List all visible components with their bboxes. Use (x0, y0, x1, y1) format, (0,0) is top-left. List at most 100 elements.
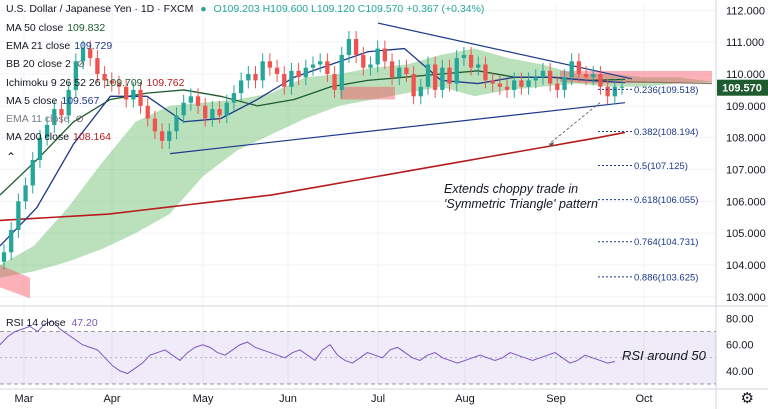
candle-body (131, 89, 136, 100)
candle-body (296, 70, 301, 78)
fibonacci-levels: 0.236(109.518) 0.382(108.194) 0.5(107.125)… (548, 85, 698, 283)
candle-body (425, 64, 431, 87)
candle-body (569, 61, 574, 78)
candle-body (109, 80, 114, 84)
candle-body (253, 74, 258, 81)
candle-body (533, 77, 538, 81)
candle-body (44, 124, 50, 138)
candle-body (95, 58, 100, 75)
fib-level-label: 0.886(103.625) (634, 272, 698, 283)
candle-body (389, 61, 395, 78)
candle-body (16, 201, 21, 230)
candle-body (547, 70, 553, 84)
candle-body (246, 74, 251, 81)
candle-body (260, 61, 265, 81)
fib-level-label: 0.618(106.055) (634, 195, 698, 206)
legend-value: 109.567 (61, 95, 100, 107)
legend-ma50[interactable]: MA 50 close 109.832 (6, 22, 105, 34)
hidden-eye-icon[interactable]: ⊘ (76, 59, 86, 70)
candle-body (397, 67, 402, 78)
candles (1, 31, 625, 270)
annotation-main-line2: 'Symmetric Triangle' pattern (444, 197, 598, 211)
legend-value: 109.832 (67, 22, 106, 34)
candle-body (59, 109, 64, 116)
legend-ema11[interactable]: EMA 11 close ⊘ (6, 113, 84, 125)
candle-body (167, 131, 172, 141)
candle-body (274, 67, 280, 75)
legend-label: MA 50 close (6, 22, 64, 34)
candle-body (433, 64, 438, 90)
legend-label: BB 20 close 2 (6, 58, 71, 70)
candle-body (224, 102, 229, 116)
triangle-lower-trendline (169, 102, 626, 155)
x-tick-label: Sep (546, 393, 566, 405)
collapse-legend-icon[interactable]: ⌃ (6, 150, 17, 164)
fib-level-label: 0.236(109.518) (634, 85, 698, 96)
x-tick-label: May (193, 393, 214, 405)
candle-body (174, 115, 179, 132)
candle-body (447, 67, 452, 84)
rsi-legend[interactable]: RSI 14 close 47.20 (6, 317, 98, 329)
candle-body (66, 89, 71, 116)
candle-body (152, 118, 158, 132)
y-tick-label: 112.000 (726, 5, 765, 17)
legend-ema21[interactable]: EMA 21 close 109.729 (6, 40, 112, 52)
candle-body (203, 105, 208, 119)
candle-body (598, 74, 603, 87)
y-tick-label: 106.000 (726, 196, 766, 208)
y-tick-label: 109.000 (726, 101, 766, 113)
rsi-panel: 80.00 60.00 40.00 (0, 314, 754, 385)
x-tick-label: Aug (455, 393, 475, 405)
candle-body (238, 80, 244, 94)
legend-ichimoku[interactable]: Ichimoku 9 26 52 26 109.709 109.762 (6, 77, 185, 89)
candle-body (440, 67, 445, 90)
cloud-red-area (0, 264, 30, 299)
candle-body (619, 86, 625, 88)
candle-body (124, 86, 129, 100)
candle-body (562, 77, 567, 90)
candle-body (217, 109, 222, 116)
candle-body (576, 61, 582, 75)
candle-body (526, 80, 531, 87)
symbol-header: U.S. Dollar / Japanese Yen · 1D · FXCM ●… (6, 3, 484, 15)
legend-ma200[interactable]: MA 200 close 108.164 (6, 131, 111, 143)
ohlc-values: O109.203 H109.600 L109.120 C109.570 +0.3… (213, 3, 485, 15)
candle-body (497, 83, 502, 87)
candle-body (346, 39, 352, 55)
grid (0, 4, 716, 384)
x-tick-label: Mar (15, 393, 34, 405)
y-tick-label: 110.000 (726, 69, 765, 81)
candle-body (116, 83, 122, 87)
hidden-eye-icon[interactable]: ⊘ (75, 114, 84, 125)
legend-label: Ichimoku 9 26 52 26 (6, 77, 101, 89)
rsi-tick-label: 40.00 (726, 366, 754, 378)
candle-body (310, 64, 316, 68)
candle-body (368, 64, 373, 68)
rsi-line (0, 320, 616, 375)
candle-body (181, 102, 186, 116)
legend-ma5[interactable]: MA 5 close 109.567 (6, 95, 99, 107)
ichimoku-cloud (0, 48, 712, 299)
y-tick-label: 108.000 (726, 133, 766, 145)
rsi-tick-label: 60.00 (726, 340, 754, 352)
x-tick-label: Jul (371, 393, 385, 405)
candle-body (159, 131, 165, 141)
candle-body (339, 54, 344, 90)
candle-body (231, 93, 237, 103)
candle-body (583, 74, 589, 78)
candle-body (468, 54, 474, 68)
settings-gear-icon[interactable]: ⚙ (740, 390, 754, 407)
legend-value: 108.164 (73, 131, 112, 143)
candle-body (30, 159, 35, 186)
legend-label: MA 5 close (6, 95, 58, 107)
candle-body (318, 61, 323, 65)
candle-body (519, 80, 524, 87)
ichimoku-lagging-line (624, 81, 713, 85)
candle-body (454, 58, 459, 84)
legend-value: 109.729 (74, 40, 113, 52)
candle-body (188, 96, 193, 103)
candle-body (404, 67, 409, 75)
legend-bb[interactable]: BB 20 close 2 ⊘ (6, 58, 85, 70)
